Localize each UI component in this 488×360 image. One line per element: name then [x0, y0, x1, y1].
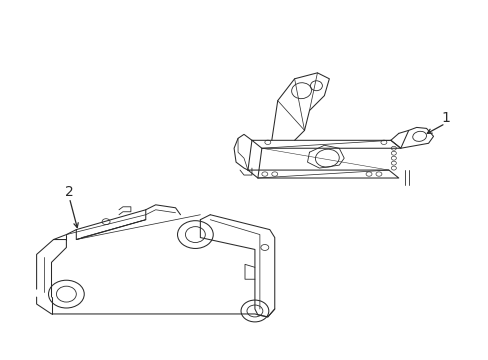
Text: 2: 2: [65, 185, 74, 199]
Text: 1: 1: [440, 112, 449, 126]
